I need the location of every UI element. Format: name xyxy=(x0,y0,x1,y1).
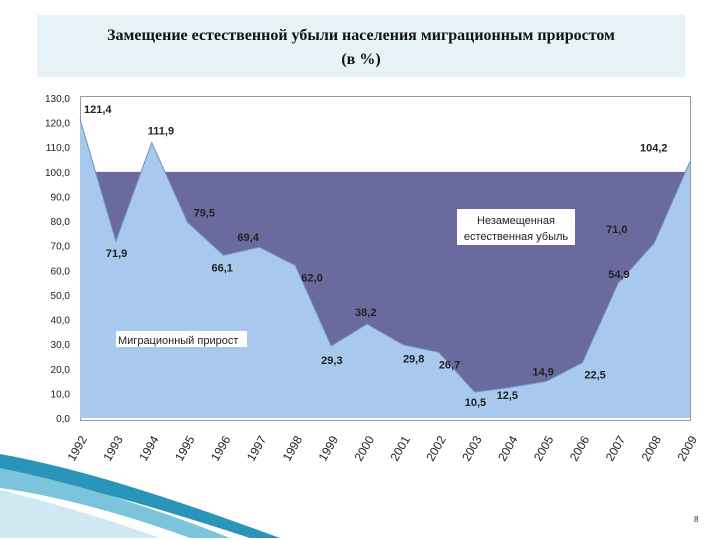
y-tick-label: 60,0 xyxy=(51,266,71,277)
data-label: 29,3 xyxy=(321,355,342,367)
data-label: 69,4 xyxy=(237,232,259,244)
data-label: 10,5 xyxy=(465,397,486,409)
data-label: 121,4 xyxy=(84,104,112,116)
x-tick-label: 2001 xyxy=(387,433,413,463)
y-tick-label: 20,0 xyxy=(51,365,71,376)
data-label: 62,0 xyxy=(301,272,322,284)
y-tick-label: 10,0 xyxy=(51,389,71,400)
x-tick-label: 2006 xyxy=(567,433,593,463)
unreplaced-annotation-line1: Незамещенная xyxy=(477,215,555,227)
data-label: 71,0 xyxy=(606,224,627,236)
chart-title: Замещение естественной убыли населения м… xyxy=(107,27,615,44)
unreplaced-annotation-box xyxy=(457,209,575,245)
data-label: 79,5 xyxy=(194,207,215,219)
data-label: 111,9 xyxy=(148,126,174,138)
y-tick-label: 110,0 xyxy=(46,143,71,154)
x-tick-label: 2003 xyxy=(459,433,485,463)
decorative-swoosh xyxy=(0,454,280,538)
y-tick-label: 50,0 xyxy=(51,291,71,302)
migration-annotation: Миграционный прирост xyxy=(118,335,238,347)
data-label: 29,8 xyxy=(403,354,424,366)
x-tick-label: 2007 xyxy=(603,433,629,463)
series-line xyxy=(79,119,691,393)
y-tick-label: 70,0 xyxy=(51,242,71,253)
y-tick-label: 130,0 xyxy=(45,94,70,105)
data-label: 104,2 xyxy=(640,143,668,155)
y-tick-label: 100,0 xyxy=(45,168,70,179)
chart-subtitle: (в %) xyxy=(341,51,381,68)
y-tick-label: 0,0 xyxy=(56,414,70,425)
y-tick-label: 80,0 xyxy=(51,217,71,228)
migration-annotation-box xyxy=(116,331,247,347)
page-number: 8 xyxy=(694,515,699,524)
y-tick-label: 30,0 xyxy=(51,340,71,351)
x-tick-label: 2002 xyxy=(423,433,449,463)
x-tick-label: 2000 xyxy=(352,433,378,463)
y-tick-label: 40,0 xyxy=(51,316,71,327)
data-label: 66,1 xyxy=(212,262,233,274)
x-tick-label: 2009 xyxy=(674,433,700,463)
x-tick-label: 2005 xyxy=(531,433,557,463)
data-label: 22,5 xyxy=(584,370,605,382)
x-tick-label: 1999 xyxy=(316,433,342,463)
x-tick-label: 2004 xyxy=(495,433,521,463)
data-label: 26,7 xyxy=(439,359,460,371)
data-label: 54,9 xyxy=(608,269,629,281)
y-tick-label: 90,0 xyxy=(51,192,71,203)
data-label: 12,5 xyxy=(497,390,518,402)
y-tick-label: 120,0 xyxy=(45,119,70,130)
unreplaced-annotation-line2: естественная убыль xyxy=(464,231,569,243)
data-label: 14,9 xyxy=(532,366,553,378)
x-tick-label: 2008 xyxy=(639,433,665,463)
title-box: Замещение естественной убыли населения м… xyxy=(37,15,685,77)
data-label: 38,2 xyxy=(355,307,376,319)
data-label: 71,9 xyxy=(106,248,127,260)
